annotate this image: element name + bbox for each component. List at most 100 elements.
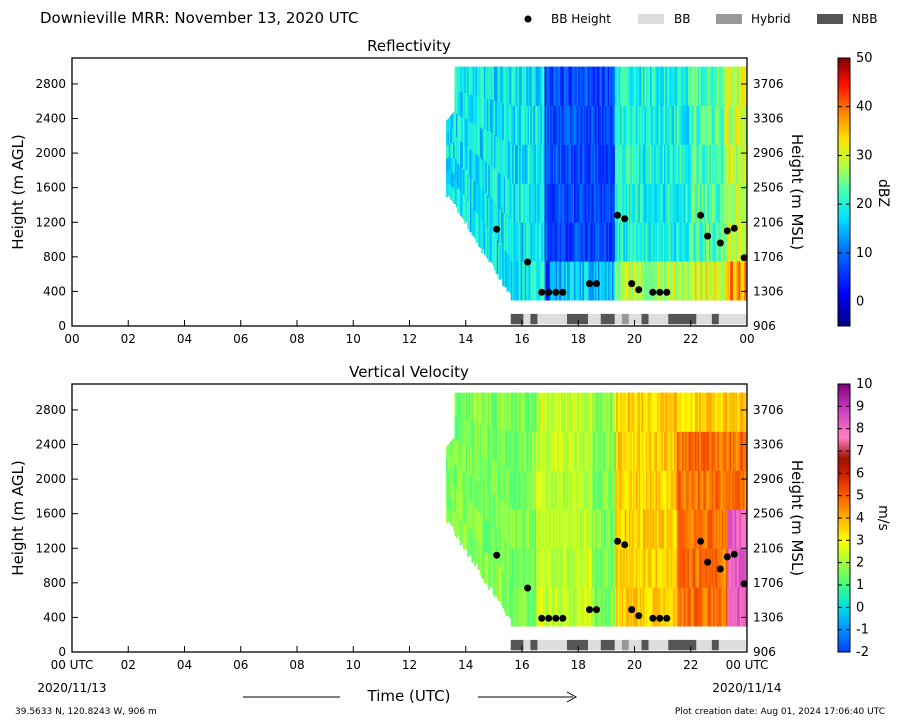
field-cell: [657, 66, 659, 106]
field-cell: [699, 261, 701, 301]
field-cell: [554, 587, 557, 627]
field-cell: [550, 144, 552, 184]
field-cell: [491, 425, 493, 459]
field-cell: [661, 183, 663, 223]
field-cell: [537, 66, 540, 106]
field-cell: [665, 66, 668, 106]
field-cell: [626, 509, 628, 549]
field-cell: [540, 431, 543, 471]
field-cell: [738, 431, 741, 471]
field-cell: [641, 183, 644, 223]
field-cell: [721, 392, 724, 432]
field-cell: [623, 587, 626, 627]
field-cell: [664, 470, 666, 510]
x-tick-label: 06: [233, 658, 248, 672]
field-cell: [659, 431, 662, 471]
field-cell: [635, 222, 638, 262]
field-cell: [721, 66, 724, 106]
y-tick-label: 2000: [35, 146, 66, 160]
field-cell: [536, 261, 538, 301]
field-cell: [554, 183, 557, 223]
field-cell: [510, 548, 513, 588]
field-cell: [515, 392, 517, 432]
field-cell: [721, 509, 724, 549]
field-cell: [552, 222, 555, 262]
field-cell: [582, 222, 585, 262]
y-tick-label: 1200: [35, 215, 66, 229]
legend-bb-label: BB: [674, 12, 690, 26]
field-cell: [477, 125, 479, 155]
field-cell: [730, 509, 732, 549]
field-cell: [562, 470, 565, 510]
field-cell: [638, 509, 641, 549]
field-cell: [533, 509, 536, 549]
field-cell: [537, 183, 540, 223]
field-cell: [612, 431, 614, 471]
field-cell: [534, 548, 537, 588]
field-cell: [619, 66, 621, 106]
field-cell: [484, 222, 486, 255]
field-cell: [614, 222, 617, 262]
x-tick-label: 12: [402, 332, 417, 346]
field-cell: [671, 509, 673, 549]
field-cell: [516, 431, 519, 471]
field-cell: [498, 496, 500, 532]
field-cell: [658, 587, 661, 627]
colorbar-tick-label: 30: [856, 148, 873, 163]
bb-type-segment-bb: [648, 639, 669, 651]
field-cell: [692, 431, 694, 471]
field-cell: [460, 166, 462, 192]
field-cell: [651, 548, 654, 588]
field-cell: [484, 519, 486, 552]
field-cell: [574, 392, 576, 432]
field-cell: [527, 144, 530, 184]
field-cell: [482, 485, 485, 518]
field-cell: [647, 183, 649, 223]
field-cell: [605, 548, 607, 588]
field-cell: [668, 509, 671, 549]
field-cell: [513, 392, 516, 432]
field-cell: [485, 193, 488, 226]
field-cell: [652, 261, 655, 301]
field-cell: [627, 509, 630, 549]
field-cell: [536, 509, 538, 549]
field-cell: [464, 171, 467, 198]
field-cell: [710, 470, 713, 510]
x-tick-label: 00: [739, 332, 754, 346]
field-cell: [523, 66, 526, 106]
field-cell: [499, 392, 502, 428]
field-cell: [548, 222, 551, 262]
field-cell: [680, 66, 683, 106]
field-cell: [478, 216, 481, 248]
field-cell: [541, 105, 544, 145]
y-right-tick-label: 2106: [753, 215, 784, 229]
field-cell: [564, 509, 566, 549]
field-cell: [740, 392, 742, 432]
field-cell: [470, 501, 472, 529]
field-cell: [540, 144, 543, 184]
field-cell: [655, 105, 658, 145]
field-cell: [675, 509, 678, 549]
field-cell: [460, 66, 462, 92]
field-cell: [479, 544, 482, 576]
field-cell: [735, 261, 738, 301]
field-cell: [652, 509, 655, 549]
field-cell: [500, 101, 503, 138]
field-cell: [479, 157, 482, 188]
field-cell: [507, 467, 510, 505]
y-right-tick-label: 1706: [753, 250, 784, 264]
field-cell: [557, 509, 559, 549]
field-cell: [493, 236, 496, 271]
field-cell: [496, 66, 499, 102]
field-cell: [454, 157, 457, 182]
field-cell: [529, 431, 531, 471]
field-cell: [510, 431, 513, 471]
field-cell: [634, 144, 637, 184]
field-cell: [489, 66, 492, 100]
colorbar-tick-label: 10: [856, 377, 873, 392]
field-cell: [709, 470, 711, 510]
field-cell: [581, 392, 583, 432]
field-cell: [619, 509, 621, 549]
field-cell: [661, 470, 663, 510]
field-cell: [619, 392, 621, 432]
